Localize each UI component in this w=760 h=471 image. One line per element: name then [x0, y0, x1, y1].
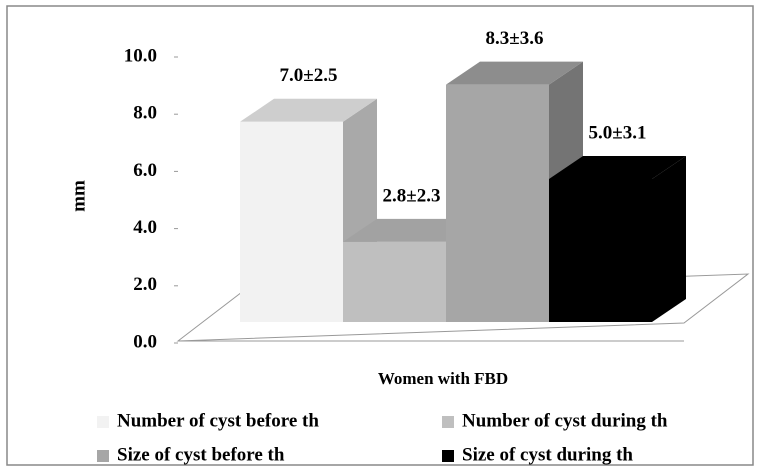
y-tick-label: 8.0 [133, 103, 157, 124]
y-tick-label: 6.0 [133, 160, 157, 181]
y-tick-label: 4.0 [133, 217, 157, 238]
legend-swatch [97, 450, 109, 462]
data-label: 2.8±2.3 [383, 185, 441, 206]
data-label: 8.3±3.6 [486, 28, 544, 49]
bar-top [343, 218, 480, 242]
legend-label: Number of cyst before th [117, 410, 319, 431]
y-axis-title: mm [68, 180, 89, 212]
y-tick-label: 2.0 [133, 274, 157, 295]
bar [446, 84, 549, 323]
bar [240, 121, 343, 322]
legend-label: Number of cyst during th [462, 410, 668, 431]
legend-swatch [442, 450, 454, 462]
data-label: 7.0±2.5 [280, 65, 338, 86]
bar-top [240, 98, 377, 122]
bar-side [652, 156, 686, 322]
x-axis-title: Women with FBD [378, 369, 508, 388]
legend-label: Size of cyst before th [117, 444, 285, 465]
legend-swatch [97, 416, 109, 428]
bar [343, 241, 446, 322]
y-tick-label: 10.0 [124, 45, 157, 66]
data-label: 5.0±3.1 [589, 122, 647, 143]
y-tick-label: 0.0 [133, 331, 157, 352]
bar-top [549, 156, 686, 179]
legend-swatch [442, 416, 454, 428]
bar [549, 179, 652, 322]
legend-label: Size of cyst during th [462, 444, 633, 465]
bar-top [446, 61, 583, 85]
